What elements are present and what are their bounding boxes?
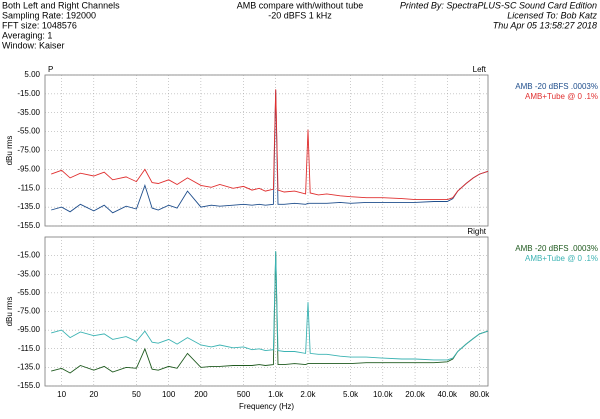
- header-title: AMB compare with/without tube: [237, 0, 364, 10]
- y-tick-label: -115.0: [18, 344, 41, 353]
- y-tick-label: -15.00: [17, 89, 40, 98]
- x-tick-label: 100: [162, 390, 176, 399]
- y-tick-label: -135.0: [17, 202, 40, 211]
- spectrum-line: [51, 250, 489, 361]
- y-tick-label: -155.0: [17, 221, 40, 230]
- legend-entry: AMB -20 dBFS .0003%: [515, 82, 598, 91]
- header-print-info: Licensed To: Bob Katz: [507, 10, 597, 20]
- x-tick-label: 5.0k: [343, 390, 359, 399]
- y-tick-label: -55.00: [17, 288, 40, 297]
- header-info: Sampling Rate: 192000: [2, 10, 96, 20]
- channel-label: Left: [473, 65, 487, 74]
- x-tick-label: 10: [57, 390, 66, 399]
- x-tick-label: 2.0k: [300, 390, 316, 399]
- y-tick-label: -75.00: [17, 146, 40, 155]
- header-info: FFT size: 1048576: [2, 20, 77, 30]
- legend-entry: AMB+Tube @ 0 .1%: [525, 254, 598, 263]
- spectrum-line: [51, 89, 489, 201]
- y-tick-label: -135.0: [17, 362, 40, 371]
- y-tick-label: -35.00: [17, 269, 40, 278]
- spectrum-line: [51, 90, 489, 214]
- y-axis-title: dBu rms: [5, 297, 14, 327]
- y-tick-label: -95.00: [17, 164, 40, 173]
- legend-entry: AMB+Tube @ 0 .1%: [525, 92, 598, 101]
- y-tick-label: -35.00: [17, 108, 40, 117]
- y-tick-label: 5.00: [24, 70, 40, 79]
- x-tick-label: 40.0k: [437, 390, 458, 399]
- y-axis-title: dBu rms: [5, 136, 14, 166]
- y-tick-label: -115.0: [18, 183, 41, 192]
- header-print-info: Printed By: SpectraPLUS-SC Sound Card Ed…: [400, 0, 597, 10]
- x-tick-label: 500: [237, 390, 251, 399]
- y-tick-label: -15.00: [17, 251, 40, 260]
- header-info: Averaging: 1: [2, 30, 52, 40]
- spectrum-line: [51, 251, 489, 374]
- x-tick-label: 80.0k: [470, 390, 491, 399]
- x-tick-label: 20: [89, 390, 98, 399]
- corner-label: P: [48, 65, 53, 74]
- y-tick-label: -155.0: [17, 381, 40, 390]
- y-tick-label: -55.00: [17, 127, 40, 136]
- x-tick-label: 1.0k: [268, 390, 284, 399]
- header-info: Window: Kaiser: [2, 40, 65, 50]
- header-title: -20 dBFS 1 kHz: [268, 10, 332, 20]
- header-info: Both Left and Right Channels: [2, 0, 120, 10]
- x-axis-title: Frequency (Hz): [239, 402, 294, 411]
- x-tick-label: 200: [194, 390, 208, 399]
- x-tick-label: 50: [132, 390, 141, 399]
- y-tick-label: -75.00: [17, 307, 40, 316]
- channel-label: Right: [467, 227, 486, 236]
- x-tick-label: 10.0k: [373, 390, 394, 399]
- legend-entry: AMB -20 dBFS .0003%: [515, 244, 598, 253]
- header-print-info: Thu Apr 05 13:58:27 2018: [493, 20, 597, 30]
- y-tick-label: -95.00: [17, 325, 40, 334]
- x-tick-label: 20.0k: [405, 390, 426, 399]
